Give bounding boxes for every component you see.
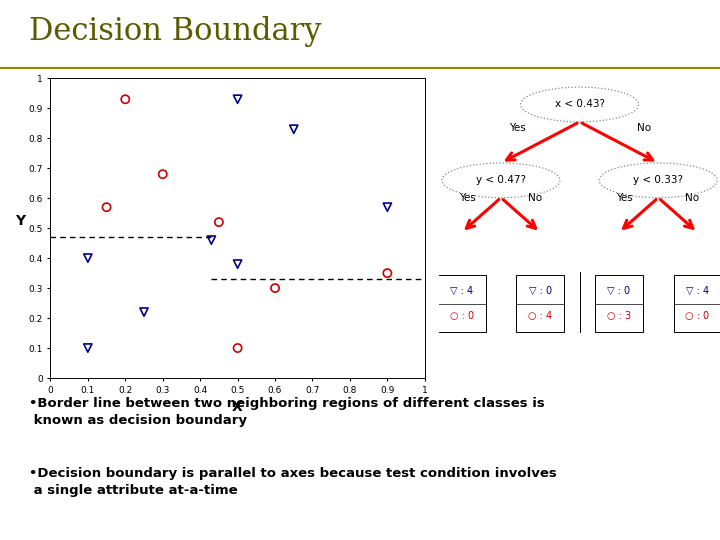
Text: No: No: [637, 123, 652, 133]
Point: [82, 254, 94, 262]
Point: [269, 284, 281, 293]
Point: [206, 236, 217, 245]
Bar: [595, 275, 643, 332]
Text: ○ : 3: ○ : 3: [607, 311, 631, 321]
Text: Yes: Yes: [459, 193, 476, 203]
Text: ▽ : 0: ▽ : 0: [608, 286, 631, 296]
Bar: [438, 275, 485, 332]
Point: [120, 95, 131, 104]
Point: [101, 203, 112, 212]
Text: ○ : 4: ○ : 4: [528, 311, 552, 321]
Text: Decision Boundary: Decision Boundary: [29, 16, 321, 47]
Text: •Border line between two neighboring regions of different classes is
 known as d: •Border line between two neighboring reg…: [29, 397, 544, 427]
Point: [232, 260, 243, 268]
Text: ▽ : 0: ▽ : 0: [528, 286, 552, 296]
Point: [288, 125, 300, 133]
Text: ○ : 0: ○ : 0: [449, 311, 474, 321]
Point: [382, 269, 393, 278]
Point: [382, 203, 393, 212]
Point: [232, 95, 243, 104]
Text: y < 0.47?: y < 0.47?: [476, 176, 526, 185]
Point: [157, 170, 168, 179]
Text: Yes: Yes: [510, 123, 526, 133]
Text: x < 0.43?: x < 0.43?: [554, 99, 605, 110]
Text: •Decision boundary is parallel to axes because test condition involves
 a single: •Decision boundary is parallel to axes b…: [29, 467, 557, 497]
Point: [213, 218, 225, 226]
Point: [232, 343, 243, 352]
Point: [138, 308, 150, 316]
Text: ▽ : 4: ▽ : 4: [450, 286, 473, 296]
Text: No: No: [528, 193, 541, 203]
Text: No: No: [685, 193, 699, 203]
Text: ○ : 0: ○ : 0: [685, 311, 710, 321]
Bar: [516, 275, 564, 332]
Text: y < 0.33?: y < 0.33?: [633, 176, 683, 185]
Point: [82, 343, 94, 352]
Y-axis label: Y: Y: [15, 214, 25, 228]
Text: ▽ : 4: ▽ : 4: [686, 286, 709, 296]
Bar: [674, 275, 720, 332]
Text: Yes: Yes: [616, 193, 633, 203]
X-axis label: X: X: [233, 400, 243, 414]
